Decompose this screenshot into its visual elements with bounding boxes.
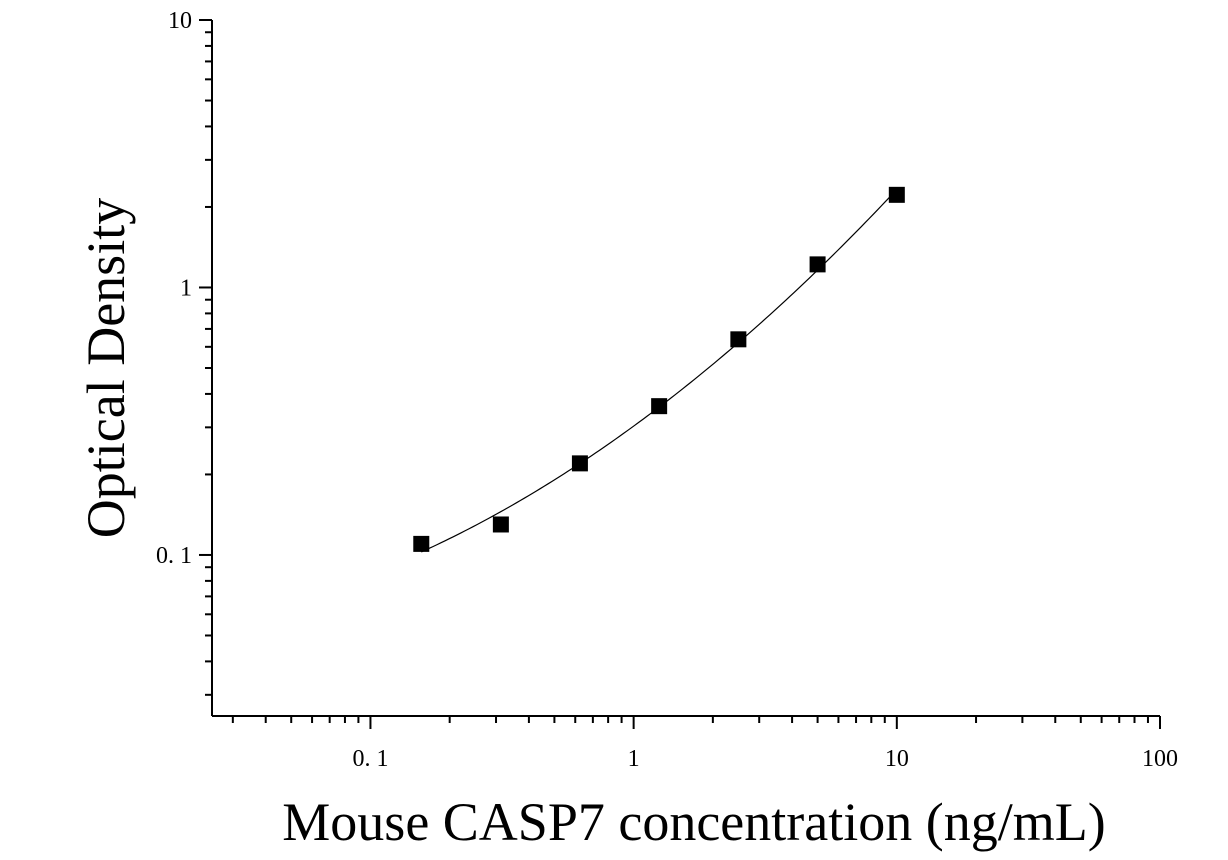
x-axis-ticks bbox=[231, 716, 1161, 729]
data-point bbox=[492, 516, 509, 533]
y-tick-label: 0. 1 bbox=[156, 543, 192, 569]
fit-curve bbox=[421, 189, 898, 553]
y-axis-tick-labels: 0. 1 1 10 bbox=[156, 8, 192, 569]
data-point bbox=[571, 455, 588, 472]
y-axis-title: Optical Density bbox=[76, 198, 136, 538]
y-axis-ticks bbox=[199, 19, 212, 696]
data-point bbox=[651, 398, 668, 415]
x-tick-label: 1 bbox=[628, 746, 640, 772]
x-tick-label: 0. 1 bbox=[352, 746, 388, 772]
data-point bbox=[888, 186, 905, 203]
data-point bbox=[809, 256, 826, 273]
x-tick-label: 10 bbox=[885, 746, 909, 772]
y-tick-label: 10 bbox=[168, 8, 192, 34]
data-point bbox=[413, 535, 430, 552]
x-axis-title: Mouse CASP7 concentration (ng/mL) bbox=[282, 792, 1105, 852]
x-axis-tick-labels: 0. 1 1 10 100 bbox=[352, 746, 1178, 772]
data-point bbox=[730, 331, 747, 348]
x-tick-label: 100 bbox=[1142, 746, 1178, 772]
y-tick-label: 1 bbox=[180, 275, 192, 301]
axes bbox=[211, 20, 1160, 717]
data-points bbox=[413, 186, 905, 552]
